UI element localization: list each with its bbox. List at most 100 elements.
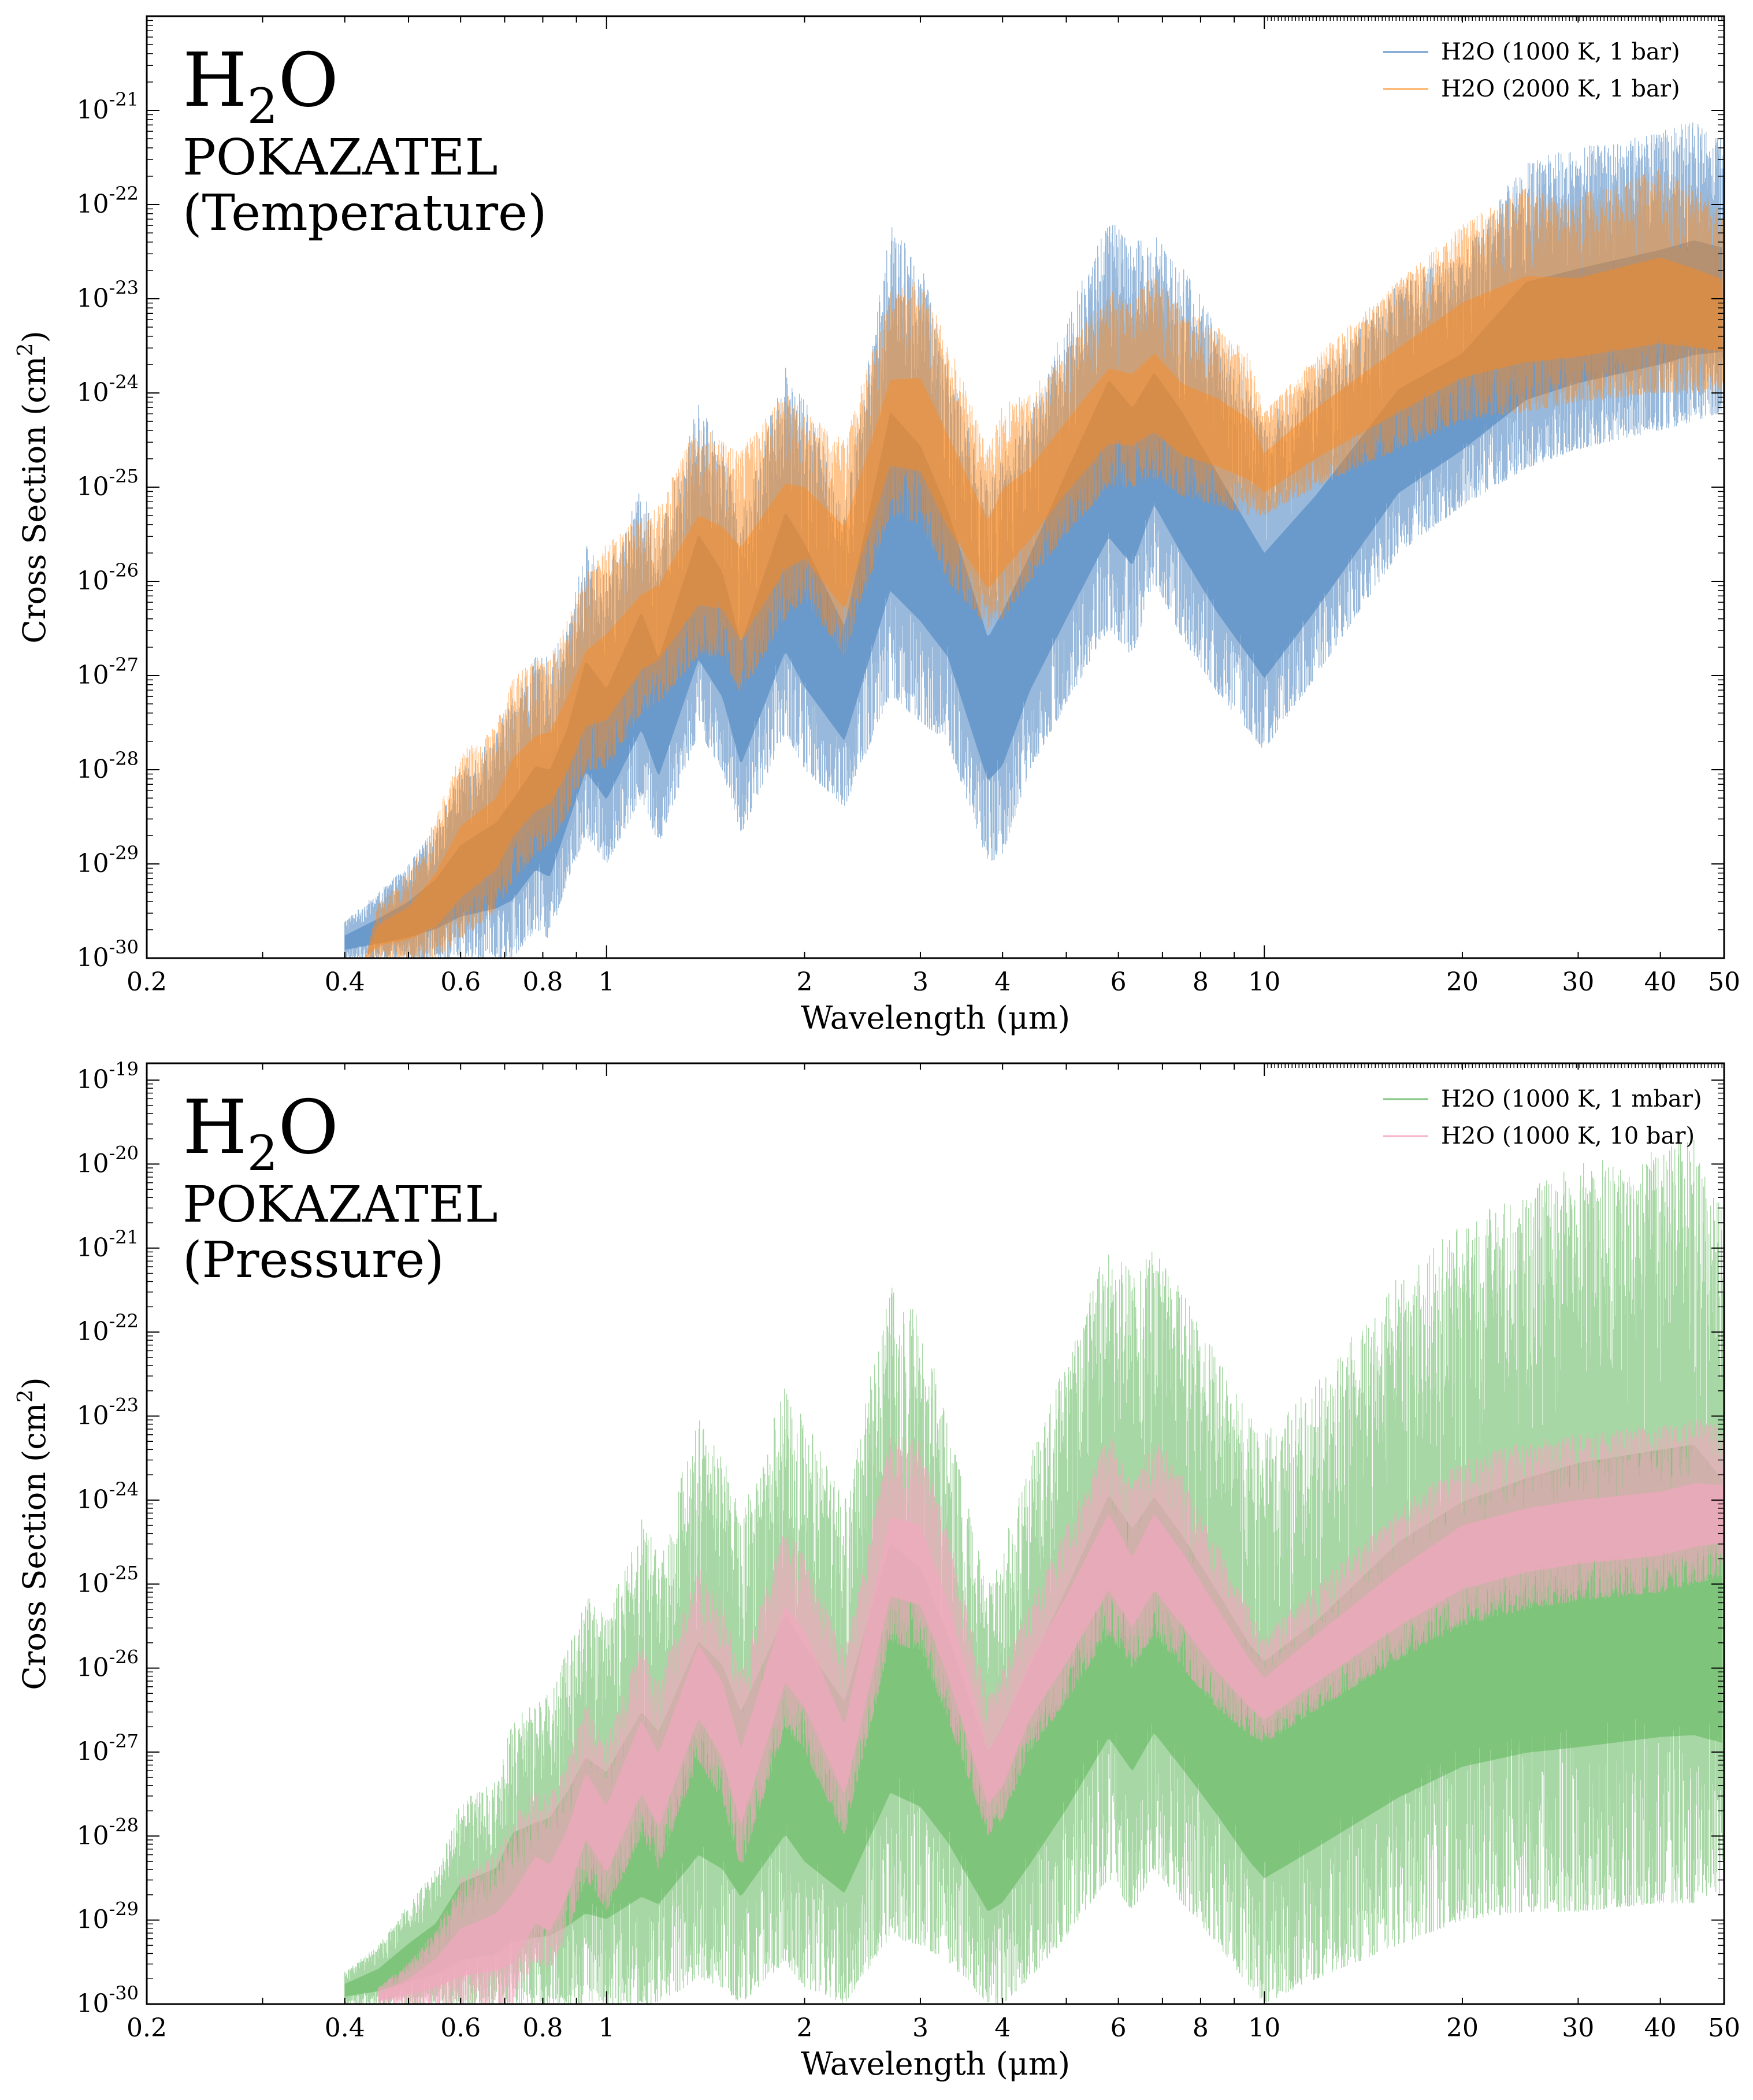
y-tick-exponent: -19 (109, 1058, 139, 1080)
y-tick-label: 10-27 (76, 654, 139, 690)
x-tick-label: 0.4 (325, 967, 365, 997)
molecule-subscript: 2 (247, 78, 278, 135)
y-ticks: 10-3010-2910-2810-2710-2610-2510-2410-23… (76, 20, 1724, 973)
y-ticks: 10-3010-2910-2810-2710-2610-2510-2410-23… (76, 1058, 1724, 2019)
y-tick-label: 10-30 (76, 936, 139, 973)
y-tick-base: 10 (76, 1317, 109, 1346)
x-tick-label: 0.2 (127, 967, 167, 997)
molecule-subscript: 2 (247, 1125, 278, 1182)
y-tick-exponent: -21 (109, 88, 139, 110)
x-ticks: 0.2 0.4 0.6 0.8 1 2 3 4 6 8 10 20 30 40 50 (127, 16, 1740, 997)
y-tick-label: 10-19 (76, 1058, 139, 1094)
y-tick-base: 10 (76, 1485, 109, 1515)
y-tick-label: 10-23 (76, 277, 139, 313)
y-tick-label: 10-27 (76, 1730, 139, 1767)
y-tick-exponent: -29 (109, 842, 139, 864)
x-tick-label: 10 (1248, 2013, 1280, 2043)
x-ticks: 0.2 0.4 0.6 0.8 1 2 3 4 6 8 10 20 30 40 50 (127, 1063, 1740, 2043)
y-tick-base: 10 (76, 755, 109, 784)
y-tick-label: 10-24 (76, 371, 139, 407)
x-tick-label: 8 (1193, 2013, 1209, 2043)
x-tick-label: 10 (1248, 967, 1280, 997)
y-tick-exponent: -24 (109, 371, 139, 393)
x-tick-label: 0.8 (522, 2013, 563, 2043)
x-tick-label: 0.4 (325, 2013, 365, 2043)
x-tick-label: 30 (1562, 967, 1594, 997)
x-tick-label: 2 (796, 967, 812, 997)
y-tick-exponent: -25 (109, 465, 139, 487)
y-tick-exponent: -23 (109, 277, 139, 299)
y-tick-label: 10-20 (76, 1142, 139, 1178)
x-tick-label: 1 (599, 2013, 615, 2043)
y-tick-exponent: -23 (109, 1394, 139, 1416)
y-tick-exponent: -24 (109, 1478, 139, 1500)
x-tick-label: 40 (1644, 2013, 1677, 2043)
x-tick-label: 0.6 (440, 967, 481, 997)
y-axis-label-sup: 2 (14, 343, 38, 356)
series-1-spectrum (378, 1419, 1724, 2004)
x-tick-label: 50 (1708, 2013, 1740, 2043)
linelist-title: POKAZATEL (183, 129, 498, 187)
y-tick-label: 10-23 (76, 1394, 139, 1431)
y-tick-label: 10-25 (76, 465, 139, 502)
y-tick-exponent: -29 (109, 1898, 139, 1920)
legend: H2O (1000 K, 1 mbar) H2O (1000 K, 10 bar) (1383, 1086, 1702, 1149)
y-tick-label: 10-29 (76, 842, 139, 878)
x-tick-label: 50 (1708, 967, 1740, 997)
condition-title: (Pressure) (183, 1231, 444, 1289)
y-tick-exponent: -30 (109, 936, 139, 958)
y-tick-label: 10-25 (76, 1562, 139, 1598)
y-tick-label: 10-22 (76, 183, 139, 219)
y-tick-base: 10 (76, 1401, 109, 1431)
x-tick-label: 0.2 (127, 2013, 167, 2043)
y-tick-exponent: -22 (109, 1310, 139, 1332)
y-tick-exponent: -25 (109, 1562, 139, 1584)
plot-area (344, 1140, 1724, 2004)
y-tick-base: 10 (76, 661, 109, 690)
series-1-band (378, 1483, 1724, 2001)
y-axis-label-text: Cross Section (cm (16, 356, 53, 643)
x-tick-label: 4 (994, 967, 1011, 997)
y-tick-base: 10 (76, 566, 109, 596)
y-tick-base: 10 (76, 95, 109, 125)
y-tick-base: 10 (76, 849, 109, 878)
linelist-title: POKAZATEL (183, 1176, 498, 1234)
y-tick-label: 10-29 (76, 1898, 139, 1935)
series-1-band (365, 257, 1722, 958)
y-tick-exponent: -21 (109, 1226, 139, 1248)
y-tick-base: 10 (76, 1905, 109, 1935)
x-tick-label: 20 (1446, 2013, 1479, 2043)
x-tick-label: 6 (1111, 967, 1127, 997)
y-tick-base: 10 (76, 472, 109, 502)
series-1-spikes (365, 169, 1724, 958)
x-tick-label: 2 (796, 2013, 812, 2043)
y-tick-base: 10 (76, 943, 109, 973)
y-tick-label: 10-21 (76, 88, 139, 125)
y-tick-base: 10 (76, 1653, 109, 1683)
molecule-h: H (183, 1085, 247, 1171)
y-tick-base: 10 (76, 190, 109, 219)
y-tick-exponent: -22 (109, 183, 139, 205)
x-tick-label: 3 (912, 2013, 929, 2043)
y-tick-exponent: -27 (109, 654, 139, 676)
y-tick-exponent: -26 (109, 559, 139, 581)
molecule-h: H (183, 38, 247, 124)
y-tick-base: 10 (76, 284, 109, 313)
x-axis-label: Wavelength (μm) (801, 1000, 1070, 1036)
y-tick-label: 10-28 (76, 748, 139, 784)
x-tick-label: 6 (1111, 2013, 1127, 2043)
x-tick-label: 3 (912, 967, 929, 997)
plot-area (344, 123, 1724, 958)
legend: H2O (1000 K, 1 bar) H2O (2000 K, 1 bar) (1383, 39, 1680, 102)
x-tick-label: 0.8 (522, 967, 563, 997)
y-axis-label-end: ) (16, 331, 53, 343)
x-tick-label: 4 (994, 2013, 1011, 2043)
y-tick-base: 10 (76, 1737, 109, 1767)
molecule-title: H2O (183, 1085, 339, 1182)
y-tick-base: 10 (76, 1989, 109, 2019)
x-tick-label: 0.6 (440, 2013, 481, 2043)
y-tick-label: 10-22 (76, 1310, 139, 1346)
y-tick-base: 10 (76, 1569, 109, 1598)
y-tick-base: 10 (76, 1065, 109, 1094)
